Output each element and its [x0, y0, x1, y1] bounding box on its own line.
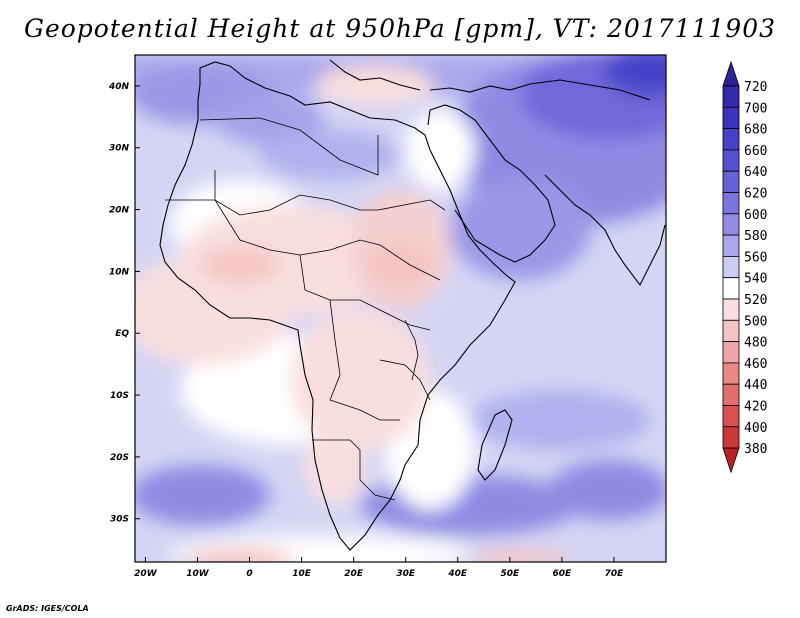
- lon-label: 60E: [553, 569, 573, 579]
- colorbar-swatch: [722, 341, 740, 364]
- colorbar-label: 400: [744, 421, 767, 436]
- colorbar-swatch: [722, 149, 740, 172]
- colorbar-swatch: [722, 234, 740, 257]
- colorbar-label: 500: [744, 314, 767, 329]
- colorbar-label: 540: [744, 272, 767, 287]
- colorbar-bottom-arrow: [722, 447, 740, 474]
- colorbar-label: 420: [744, 400, 767, 415]
- map-title: Geopotential Height at 950hPa [gpm], VT:…: [23, 14, 777, 43]
- colorbar-swatch: [722, 362, 740, 385]
- lon-label: 30E: [396, 569, 416, 579]
- colorbar-swatch: [722, 192, 740, 215]
- lat-label: EQ: [115, 329, 129, 339]
- colorbar-swatch: [722, 106, 740, 130]
- colorbar-swatch: [722, 383, 740, 406]
- lon-label: 20W: [134, 569, 158, 579]
- colorbar-label: 700: [744, 101, 767, 116]
- lon-label: 50E: [500, 569, 520, 579]
- colorbar-label: 600: [744, 208, 767, 223]
- colorbar-label: 440: [744, 378, 767, 393]
- lat-label: 20S: [110, 453, 129, 463]
- lat-label: 40N: [108, 82, 130, 92]
- colorbar-label: 720: [744, 80, 767, 95]
- lon-label: 70E: [605, 569, 625, 579]
- lat-label: 20N: [109, 206, 130, 216]
- colorbar-label: 380: [744, 442, 767, 457]
- colorbar-label: 520: [744, 293, 767, 308]
- colorbar-label: 480: [744, 336, 767, 351]
- colorbar-swatch: [722, 319, 740, 342]
- colorbar-swatch: [722, 426, 740, 449]
- colorbar-label: 680: [744, 123, 767, 138]
- colorbar-label: 580: [744, 229, 767, 244]
- colorbar-swatch: [722, 405, 740, 428]
- lon-label: 0: [246, 569, 252, 579]
- lon-label: 20E: [344, 569, 364, 579]
- colorbar: 720 700 680 660 640 620 600 580 560 540 520 500 480 4…: [722, 60, 767, 474]
- colorbar-swatch: [722, 170, 740, 193]
- height-field: [135, 55, 666, 562]
- coastlines: [159, 59, 666, 551]
- colorbar-label: 620: [744, 187, 767, 202]
- lat-label: 10S: [110, 391, 129, 401]
- grads-credit: GrADS: IGES/COLA: [6, 604, 89, 613]
- colorbar-label: 660: [744, 144, 767, 159]
- colorbar-label: 640: [744, 165, 767, 180]
- colorbar-swatch: [722, 255, 740, 279]
- colorbar-label: 460: [744, 357, 767, 372]
- lon-label: 40E: [447, 569, 468, 579]
- map-axes: 40N 30N 20N 10N EQ 10S 20S 30S 20W 10W 0 10E 20E 30E 4…: [108, 82, 624, 579]
- colorbar-swatch: [722, 85, 740, 108]
- colorbar-swatch: [722, 128, 740, 151]
- lat-label: 30S: [110, 515, 129, 525]
- colorbar-top-arrow: [722, 60, 740, 87]
- lat-label: 10N: [109, 267, 130, 277]
- lon-label: 10E: [292, 569, 312, 579]
- lat-label: 30N: [109, 144, 130, 154]
- map-frame: [134, 54, 667, 563]
- colorbar-swatch: [722, 213, 740, 236]
- lon-label: 10W: [186, 569, 210, 579]
- colorbar-label: 560: [744, 250, 767, 265]
- colorbar-swatch: [722, 298, 740, 321]
- colorbar-swatch: [722, 277, 740, 300]
